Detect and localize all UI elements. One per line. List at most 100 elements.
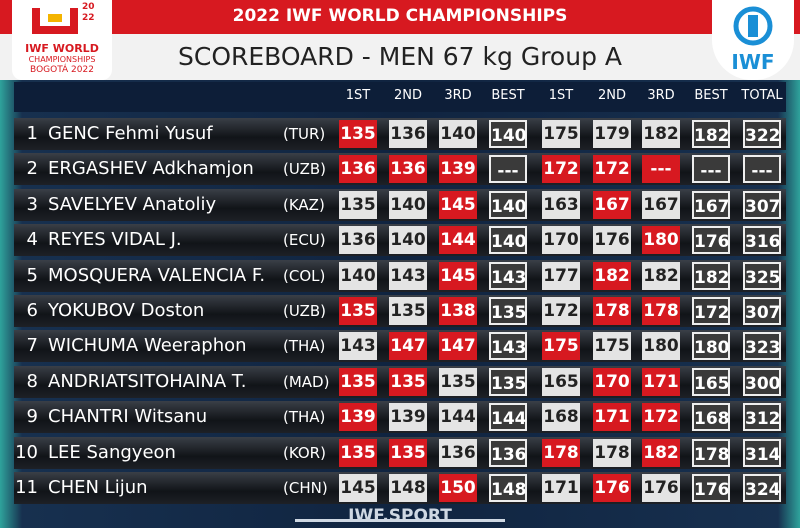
footer-line (295, 519, 505, 522)
score-cell: --- (743, 155, 781, 184)
score-cell: 165 (692, 367, 730, 396)
score-cell: 135 (389, 367, 427, 396)
score-cell: 136 (389, 155, 427, 184)
score-cell: 148 (389, 474, 427, 502)
score-cell: 180 (692, 332, 730, 361)
header-bg (14, 82, 786, 112)
score-cell: 140 (389, 190, 427, 219)
rank: 11 (15, 477, 38, 498)
event-bar (0, 0, 800, 34)
score-cell: --- (489, 155, 527, 184)
rank: 8 (26, 370, 38, 392)
rank: 4 (26, 229, 38, 251)
score-cell: 300 (743, 367, 781, 396)
score-cell: 136 (339, 226, 377, 255)
score-cell: 179 (593, 120, 631, 148)
score-cell: 135 (339, 367, 377, 396)
score-cell: 182 (642, 120, 680, 148)
logo-text: IWF (731, 50, 775, 74)
score-cell: 145 (439, 261, 477, 290)
score-cell: 172 (593, 155, 631, 184)
board-title: SCOREBOARD - MEN 67 kg Group A (178, 42, 622, 71)
score-cell: 140 (489, 190, 527, 219)
score-cell: 182 (692, 261, 730, 290)
score-cell: 324 (743, 474, 781, 502)
athlete-name: CHANTRI Witsanu (48, 406, 208, 428)
score-cell: 135 (389, 438, 427, 467)
score-cell: 135 (489, 367, 527, 396)
score-cell: 144 (439, 226, 477, 255)
score-cell: 135 (339, 438, 377, 467)
score-cell: 172 (692, 297, 730, 325)
country: (THA) (283, 337, 326, 356)
score-cell: 182 (593, 261, 631, 290)
logo-text: CHAMPIONSHIPS (28, 55, 96, 64)
logo-icon (32, 8, 78, 34)
country: (MAD) (283, 372, 330, 391)
country: (KOR) (283, 443, 326, 462)
score-cell: 322 (743, 120, 781, 148)
athlete-name: WICHUMA Weeraphon (48, 335, 247, 357)
score-cell: 168 (542, 403, 580, 432)
score-cell: 135 (339, 297, 377, 325)
country: (UZB) (283, 160, 326, 179)
score-cell: 307 (743, 297, 781, 325)
score-cell: 323 (743, 332, 781, 361)
score-cell: 140 (489, 120, 527, 148)
score-cell: 325 (743, 261, 781, 290)
score-cell: 307 (743, 190, 781, 219)
score-cell: 145 (439, 190, 477, 219)
score-cell: 135 (389, 297, 427, 325)
score-cell: 172 (542, 297, 580, 325)
score-cell: 180 (642, 226, 680, 255)
score-cell: 172 (642, 403, 680, 432)
country: (COL) (283, 266, 326, 285)
score-cell: 143 (339, 332, 377, 361)
score-cell: 176 (593, 474, 631, 502)
column-header: BEST (491, 88, 525, 103)
title-bar (0, 34, 800, 80)
score-cell: 176 (642, 474, 680, 502)
score-cell: 182 (642, 261, 680, 290)
score-cell: 314 (743, 438, 781, 467)
score-cell: 178 (692, 438, 730, 467)
score-cell: 147 (439, 332, 477, 361)
column-header: 1ST (548, 88, 574, 103)
country: (TUR) (283, 125, 326, 143)
score-cell: 175 (542, 120, 580, 148)
score-cell: 135 (339, 120, 377, 148)
score-cell: 140 (439, 120, 477, 148)
athlete-name: ERGASHEV Adkhamjon (48, 158, 254, 180)
score-cell: 171 (593, 403, 631, 432)
score-cell: 145 (339, 474, 377, 502)
athlete-name: CHEN Lijun (48, 477, 148, 498)
score-cell: 140 (339, 261, 377, 290)
athlete-name: SAVELYEV Anatoliy (48, 193, 217, 215)
score-cell: 178 (593, 297, 631, 325)
logo-icon (733, 6, 773, 46)
score-cell: 143 (489, 261, 527, 290)
score-cell: 176 (692, 474, 730, 502)
score-cell: 139 (439, 155, 477, 184)
score-cell: 140 (389, 226, 427, 255)
score-cell: 167 (642, 190, 680, 219)
logo-text: BOGOTÁ 2022 (30, 65, 94, 75)
score-cell: 176 (692, 226, 730, 255)
score-cell: 176 (593, 226, 631, 255)
score-cell: 171 (542, 474, 580, 502)
score-cell: 139 (339, 403, 377, 432)
rank: 2 (26, 158, 38, 180)
score-cell: 136 (339, 155, 377, 184)
rank: 7 (26, 335, 38, 357)
athlete-name: YOKUBOV Doston (48, 300, 205, 321)
rank: 9 (26, 406, 38, 428)
athlete-name: GENC Fehmi Yusuf (48, 123, 213, 144)
column-header: 3RD (647, 88, 675, 103)
score-cell: 139 (389, 403, 427, 432)
score-cell: 175 (542, 332, 580, 361)
score-cell: 143 (489, 332, 527, 361)
score-cell: 144 (489, 403, 527, 432)
score-cell: 178 (542, 438, 580, 467)
rank: 6 (26, 300, 38, 321)
rank: 5 (26, 264, 38, 286)
